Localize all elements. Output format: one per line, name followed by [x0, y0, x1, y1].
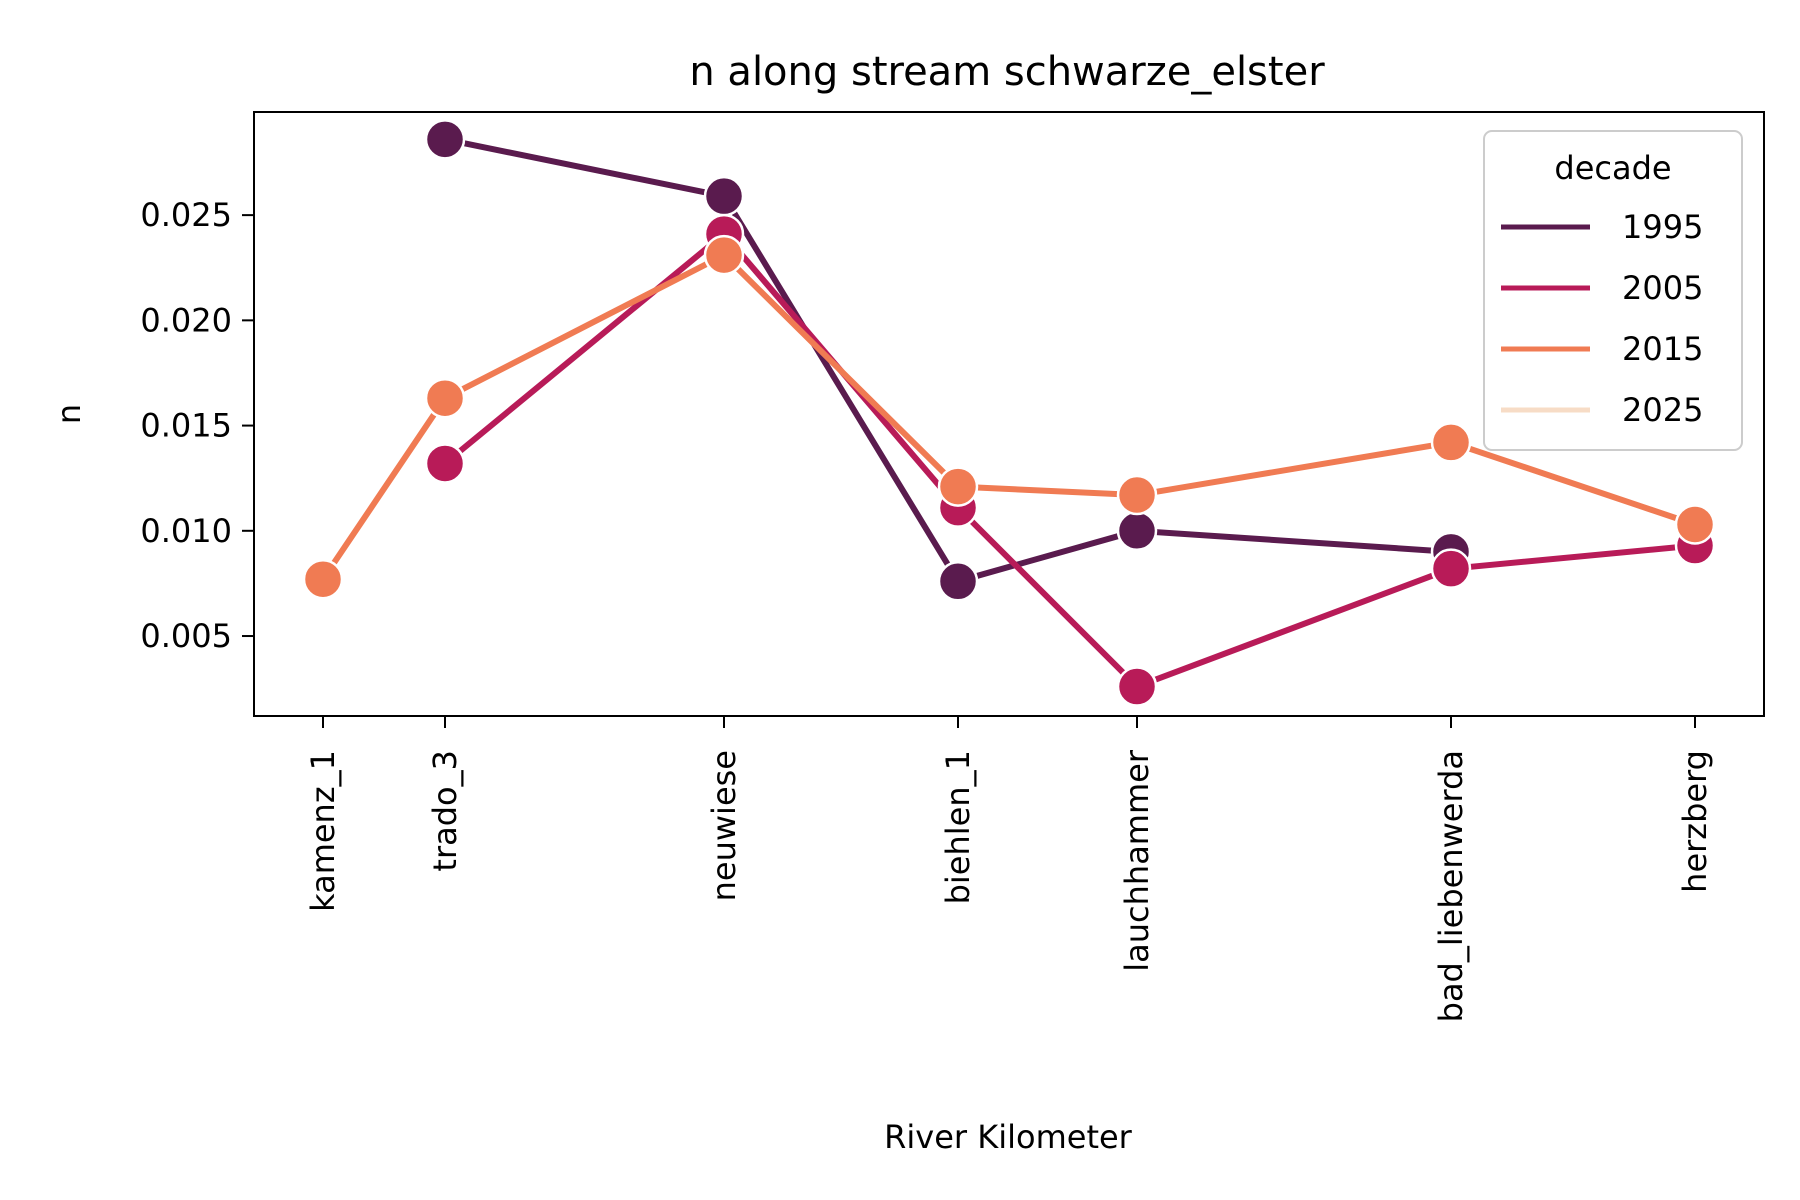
- y-tick-label: 0.015: [140, 407, 232, 445]
- x-tick-label: bad_liebenwerda: [1432, 750, 1470, 1022]
- x-tick-label: herzberg: [1676, 750, 1714, 893]
- legend: decade 1995 2005 2015 2025: [1483, 130, 1743, 451]
- x-tick-label: kamenz_1: [304, 750, 342, 912]
- y-tick-label: 0.020: [140, 301, 232, 339]
- y-tick-label: 0.010: [140, 512, 232, 550]
- legend-box: [1483, 130, 1743, 451]
- series-line-2005: [442, 231, 1698, 690]
- data-point-2015-herzberg: [1674, 504, 1716, 545]
- x-axis-label: River Kilometer: [884, 1118, 1133, 1156]
- data-point-1995-lauchhammer: [1116, 510, 1158, 552]
- x-tick-label: trado_3: [426, 750, 464, 872]
- chart-title: n along stream schwarze_elster: [689, 49, 1325, 95]
- series-2015: [302, 234, 1716, 600]
- legend-title: decade: [1554, 149, 1671, 187]
- series-1995: [424, 119, 1472, 602]
- y-axis: 0.005 0.010 0.015 0.020 0.025: [140, 196, 254, 655]
- data-point-1995-biehlen_1: [937, 561, 979, 602]
- plot-area: [302, 119, 1716, 707]
- data-point-2015-kamenz_1: [302, 558, 344, 600]
- x-tick-label: lauchhammer: [1118, 749, 1156, 972]
- y-tick-label: 0.005: [140, 617, 232, 655]
- x-tick-label: neuwiese: [705, 750, 743, 901]
- legend-label-2015: 2015: [1622, 330, 1703, 368]
- x-axis: kamenz_1 trado_3 neuwiese biehlen_1 lauchham…: [304, 716, 1714, 1022]
- y-tick-label: 0.025: [140, 196, 232, 234]
- data-point-2015-biehlen_1: [937, 466, 979, 507]
- plot-frame: [253, 111, 1765, 717]
- data-point-2015-lauchhammer: [1116, 474, 1158, 516]
- data-point-2005-trado_3: [424, 443, 466, 484]
- y-axis-label: n: [50, 404, 88, 424]
- data-point-2015-bad_liebenwerda: [1430, 422, 1472, 463]
- legend-label-2025: 2025: [1622, 391, 1703, 429]
- legend-label-1995: 1995: [1622, 208, 1703, 246]
- data-point-2015-neuwiese: [703, 234, 745, 276]
- data-point-2005-bad_liebenwerda: [1430, 548, 1472, 589]
- data-point-2005-lauchhammer: [1116, 666, 1158, 707]
- x-tick-label: biehlen_1: [939, 750, 977, 904]
- data-point-2015-trado_3: [424, 377, 466, 419]
- legend-label-2005: 2005: [1622, 269, 1703, 307]
- data-point-1995-trado_3: [424, 119, 466, 160]
- data-point-1995-neuwiese: [703, 175, 745, 217]
